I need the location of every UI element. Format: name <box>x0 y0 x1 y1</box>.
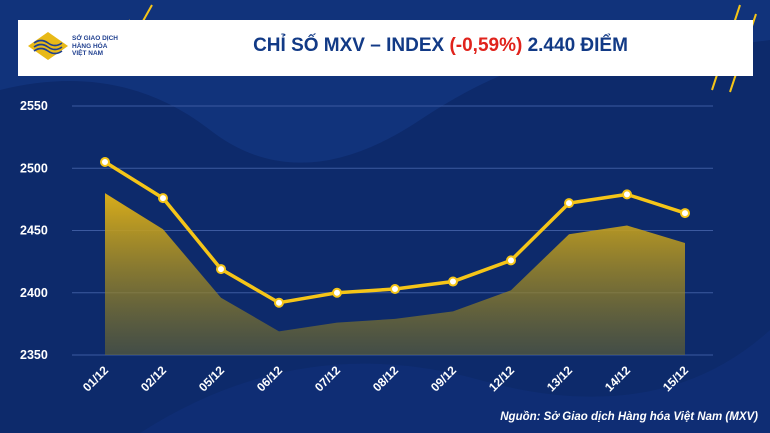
y-tick-label: 2350 <box>20 348 48 362</box>
data-point <box>506 255 516 266</box>
data-point <box>448 276 458 287</box>
data-point <box>564 198 574 209</box>
data-point <box>332 287 342 298</box>
data-point <box>680 208 690 219</box>
data-point <box>216 264 226 275</box>
x-tick-label: 08/12 <box>370 363 401 394</box>
x-tick-label: 06/12 <box>254 363 285 394</box>
data-point <box>274 297 284 308</box>
title-banner: SỞ GIAO DỊCH HÀNG HÓA VIỆT NAM CHỈ SỐ MX… <box>18 20 753 76</box>
y-tick-label: 2450 <box>20 224 48 238</box>
y-tick-label: 2550 <box>20 99 48 113</box>
logo-line: SỞ GIAO DỊCH <box>72 35 118 42</box>
data-point <box>390 284 400 295</box>
x-tick-label: 12/12 <box>486 363 517 394</box>
logo-line: HÀNG HÓA <box>72 42 108 50</box>
logo-line: VIỆT NAM <box>72 50 104 57</box>
x-tick-label: 02/12 <box>138 363 169 394</box>
x-tick-label: 07/12 <box>312 363 343 394</box>
y-tick-label: 2400 <box>20 286 48 300</box>
x-tick-label: 05/12 <box>196 363 227 394</box>
data-point <box>158 193 168 204</box>
title-value: 2.440 ĐIỂM <box>522 35 628 56</box>
source-note: Nguồn: Sở Giao dịch Hàng hóa Việt Nam (M… <box>500 411 758 423</box>
logo-text: SỞ GIAO DỊCH HÀNG HÓA VIỆT NAM <box>72 35 132 58</box>
title-change: (-0,59%) <box>449 35 523 56</box>
data-point <box>100 157 110 168</box>
x-tick-label: 09/12 <box>428 363 459 394</box>
data-point <box>622 189 632 200</box>
x-tick-label: 01/12 <box>80 363 111 394</box>
x-tick-label: 14/12 <box>602 363 633 394</box>
y-tick-label: 2500 <box>20 161 48 175</box>
title-main: CHỈ SỐ MXV – INDEX <box>253 35 450 56</box>
area-series <box>105 193 685 355</box>
x-tick-label: 13/12 <box>544 363 575 394</box>
chart-title: CHỈ SỐ MXV – INDEX (-0,59%) 2.440 ĐIỂM <box>18 35 753 57</box>
x-tick-label: 15/12 <box>660 363 691 394</box>
mxv-logo-icon <box>28 32 68 60</box>
